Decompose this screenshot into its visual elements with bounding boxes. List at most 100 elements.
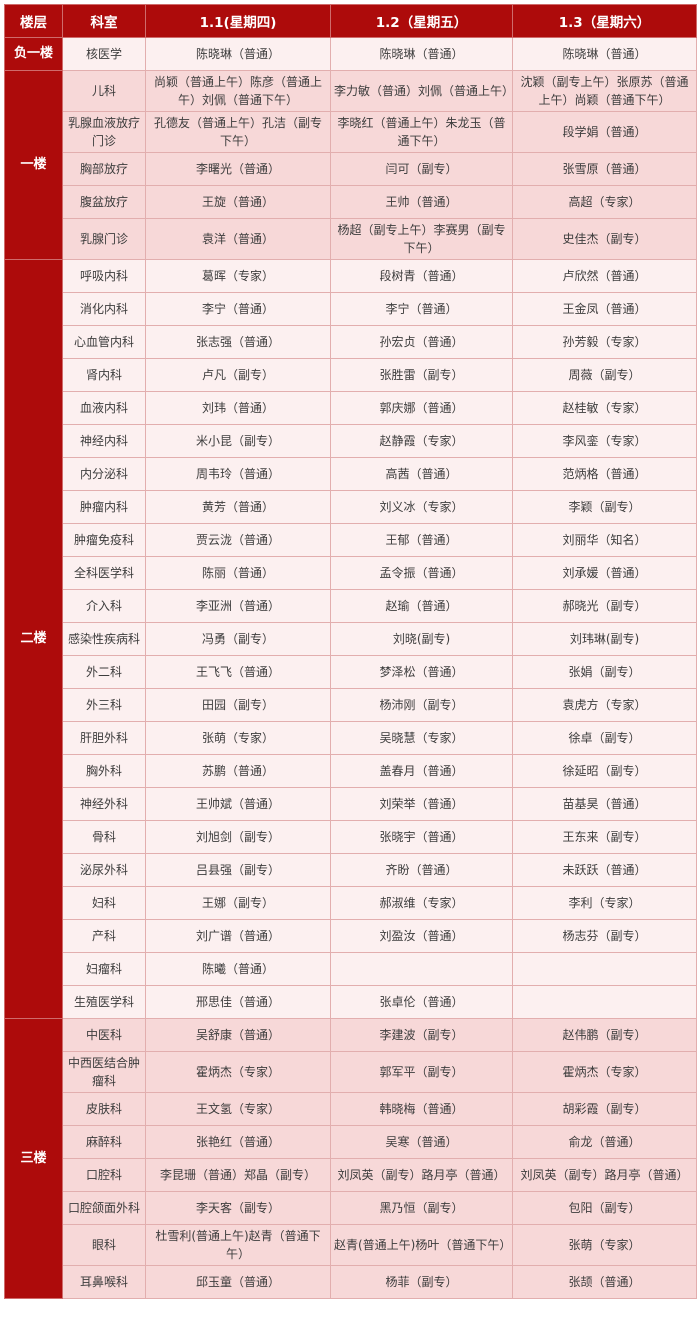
department-cell: 生殖医学科 [62,985,146,1019]
table-row: 中西医结合肿瘤科 霍炳杰（专家） 郭军平（副专） 霍炳杰（专家） [5,1051,697,1093]
department-cell: 呼吸内科 [62,259,146,293]
doctor-schedule-cell: 梦泽松（普通） [330,655,513,689]
department-cell: 肝胆外科 [62,721,146,755]
table-row: 胸部放疗 李曙光（普通） 闫可（副专） 张雪原（普通） [5,152,697,186]
department-cell: 核医学 [62,37,146,71]
doctor-schedule-cell: 郭军平（副专） [330,1051,513,1093]
doctor-schedule-cell: 杨沛刚（副专） [330,688,513,722]
doctor-schedule-cell: 盖春月（普通） [330,754,513,788]
department-cell: 腹盆放疗 [62,185,146,219]
department-cell: 神经内科 [62,424,146,458]
doctor-schedule-cell: 赵伟鹏（副专） [512,1018,697,1052]
doctor-schedule-cell: 赵瑜（普通） [330,589,513,623]
table-row: 外二科 王飞飞（普通） 梦泽松（普通） 张娟（副专） [5,655,697,689]
floor-label: 负一楼 [4,37,63,71]
department-cell: 胸外科 [62,754,146,788]
doctor-schedule-cell: 张娟（副专） [512,655,697,689]
doctor-schedule-cell: 王娜（副专） [145,886,331,920]
doctor-schedule-cell: 苏鹏（普通） [145,754,331,788]
department-cell: 产科 [62,919,146,953]
doctor-schedule-cell: 张萌（专家） [512,1224,697,1266]
doctor-schedule-cell: 徐卓（副专） [512,721,697,755]
table-row: 二楼 呼吸内科 葛晖（专家） 段树青（普通） 卢欣然（普通） [4,259,697,1019]
department-cell: 外三科 [62,688,146,722]
department-cell: 儿科 [62,70,146,112]
doctor-schedule-cell: 沈颖（副专上午）张原苏（普通上午）尚颖（普通下午） [512,70,697,112]
doctor-schedule-cell: 段树青（普通） [330,259,513,293]
doctor-schedule-cell: 张胜雷（副专） [330,358,513,392]
doctor-schedule-cell: 苗基昊（普通） [512,787,697,821]
table-row: 血液内科 刘玮（普通） 郭庆娜（普通） 赵桂敏（专家） [5,391,697,425]
doctor-schedule-cell: 刘广谱（普通） [145,919,331,953]
doctor-schedule-cell: 刘玮（普通） [145,391,331,425]
doctor-schedule-cell: 杨菲（副专） [330,1265,513,1299]
doctor-schedule-cell: 霍炳杰（专家） [145,1051,331,1093]
floor-label: 三楼 [4,1018,63,1299]
doctor-schedule-cell: 陈丽（普通） [145,556,331,590]
column-header-date-3: 1.3（星期六） [512,4,697,38]
table-row: 耳鼻喉科 邱玉童（普通） 杨菲（副专） 张颉（普通） [5,1265,697,1299]
doctor-schedule-cell: 包阳（副专） [512,1191,697,1225]
department-cell: 眼科 [62,1224,146,1266]
doctor-schedule-cell: 李昆珊（普通）郑晶（副专） [145,1158,331,1192]
outpatient-schedule-table: 楼层 科室 1.1(星期四) 1.2（星期五） 1.3（星期六） 负一楼 核医学陈… [4,4,697,1299]
doctor-schedule-cell: 葛晖（专家） [145,259,331,293]
table-row: 妇科 王娜（副专） 郝淑维（专家） 李利（专家） [5,886,697,920]
doctor-schedule-cell: 李利（专家） [512,886,697,920]
table-row: 口腔颌面外科 李天客（副专） 黑乃恒（副专） 包阳（副专） [5,1191,697,1225]
doctor-schedule-cell: 郝晓光（副专） [512,589,697,623]
department-cell: 神经外科 [62,787,146,821]
department-cell: 妇科 [62,886,146,920]
doctor-schedule-cell: 田园（副专） [145,688,331,722]
table-row: 腹盆放疗 王旋（普通） 王帅（普通） 高超（专家） [5,185,697,219]
doctor-schedule-cell: 赵桂敏（专家） [512,391,697,425]
table-row: 皮肤科 王文氢（专家） 韩晓梅（普通） 胡彩霞（副专） [5,1092,697,1126]
doctor-schedule-cell: 张卓伦（普通） [330,985,513,1019]
column-header-department: 科室 [62,4,146,38]
table-row: 生殖医学科 邢思佳（普通） 张卓伦（普通） [5,985,697,1019]
doctor-schedule-cell: 邢思佳（普通） [145,985,331,1019]
doctor-schedule-cell: 范炳格（普通） [512,457,697,491]
floor-label: 一楼 [4,70,63,260]
table-row: 内分泌科 周韦玲（普通） 高茜（普通） 范炳格（普通） [5,457,697,491]
table-row: 眼科 杜雪利(普通上午)赵青（普通下午） 赵青(普通上午)杨叶（普通下午） 张萌（专家… [5,1224,697,1266]
doctor-schedule-cell: 王旋（普通） [145,185,331,219]
department-cell: 中西医结合肿瘤科 [62,1051,146,1093]
department-cell: 中医科 [62,1018,146,1052]
column-header-date-1: 1.1(星期四) [145,4,331,38]
doctor-schedule-cell: 赵静霞（专家） [330,424,513,458]
department-cell: 血液内科 [62,391,146,425]
doctor-schedule-cell: 刘玮琳(副专) [512,622,697,656]
doctor-schedule-cell: 张志强（普通） [145,325,331,359]
doctor-schedule-cell: 黄芳（普通） [145,490,331,524]
doctor-schedule-cell: 米小昆（副专） [145,424,331,458]
department-cell: 全科医学科 [62,556,146,590]
table-row: 胸外科 苏鹏（普通） 盖春月（普通） 徐延昭（副专） [5,754,697,788]
doctor-schedule-cell: 李宁（普通） [330,292,513,326]
doctor-schedule-cell: 陈晓琳（普通） [330,37,513,71]
table-row: 心血管内科 张志强（普通） 孙宏贞（普通） 孙芳毅（专家） [5,325,697,359]
table-row: 肾内科 卢凡（副专） 张胜雷（副专） 周薇（副专） [5,358,697,392]
table-row: 负一楼 核医学 陈晓琳（普通） 陈晓琳（普通） 陈晓琳（普通） [4,37,697,71]
table-row: 麻醉科 张艳红（普通） 吴寒（普通） 俞龙（普通） [5,1125,697,1159]
schedule-body: 负一楼 核医学 陈晓琳（普通） 陈晓琳（普通） 陈晓琳（普通） 一楼 儿科 尚颖（普通上午）陈… [4,37,697,1299]
table-row: 产科 刘广谱（普通） 刘盈汝（普通） 杨志芬（副专） [5,919,697,953]
doctor-schedule-cell: 贾云泷（普通） [145,523,331,557]
table-row: 全科医学科 陈丽（普通） 孟令振（普通） 刘承媛（普通） [5,556,697,590]
doctor-schedule-cell: 段学娟（普通） [512,111,697,153]
doctor-schedule-cell: 刘凤英（副专）路月亭（普通） [330,1158,513,1192]
doctor-schedule-cell: 未跃跃（普通） [512,853,697,887]
department-cell: 妇瘤科 [62,952,146,986]
doctor-schedule-cell: 周薇（副专） [512,358,697,392]
doctor-schedule-cell: 高茜（普通） [330,457,513,491]
doctor-schedule-cell: 李力敏（普通）刘佩（普通上午） [330,70,514,112]
doctor-schedule-cell: 冯勇（副专） [145,622,331,656]
table-row: 骨科 刘旭剑（副专） 张晓宇（普通） 王东来（副专） [5,820,697,854]
doctor-schedule-cell: 杨超（副专上午）李赛男（副专下午） [330,218,513,260]
department-cell: 感染性疾病科 [62,622,146,656]
doctor-schedule-cell: 周韦玲（普通） [145,457,331,491]
doctor-schedule-cell: 孙芳毅（专家） [512,325,697,359]
doctor-schedule-cell: 孔德友（普通上午）孔洁（副专下午） [145,111,331,153]
doctor-schedule-cell [330,952,513,986]
